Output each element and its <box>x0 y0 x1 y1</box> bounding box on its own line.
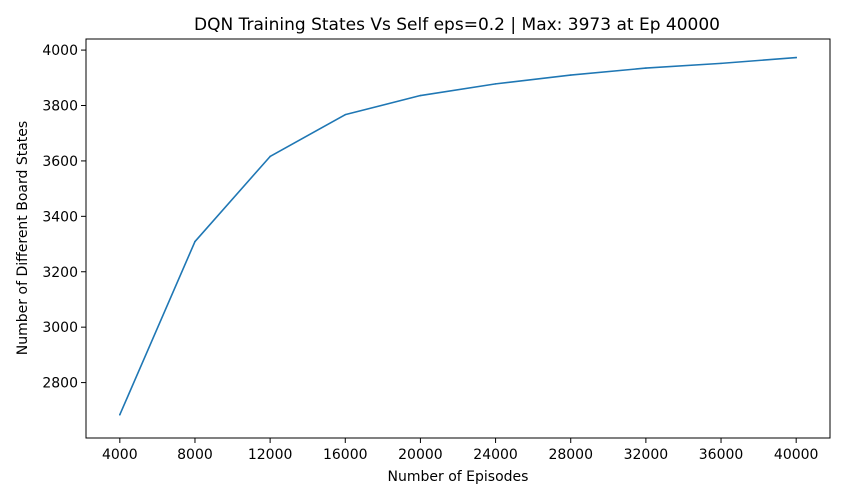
y-tick-label: 3000 <box>42 320 78 336</box>
y-tick-label: 3600 <box>42 154 78 170</box>
y-tick-label: 3400 <box>42 209 78 225</box>
data-point <box>720 62 722 65</box>
data-point <box>494 83 497 85</box>
plot-area-frame <box>85 38 831 439</box>
y-tick-label: 2800 <box>42 376 78 392</box>
x-tick-label: 16000 <box>323 447 368 463</box>
data-point <box>569 74 572 76</box>
data-point <box>645 67 647 69</box>
y-tick-label: 4000 <box>42 43 78 59</box>
series-layer <box>119 56 797 416</box>
x-tick-label: 28000 <box>548 447 593 463</box>
series-line-0 <box>119 56 797 416</box>
data-point <box>795 56 797 59</box>
x-tick-label: 32000 <box>624 447 669 463</box>
x-tick-label: 20000 <box>398 447 443 463</box>
data-point <box>419 94 422 97</box>
chart-title: DQN Training States Vs Self eps=0.2 | Ma… <box>194 15 720 35</box>
data-point <box>269 155 271 158</box>
x-tick-label: 40000 <box>774 447 819 463</box>
x-tick-label: 36000 <box>699 447 744 463</box>
y-axis-label: Number of Different Board States <box>15 121 31 355</box>
x-tick-label: 24000 <box>473 447 518 463</box>
data-point <box>194 240 196 243</box>
x-axis-label: Number of Episodes <box>388 469 529 485</box>
x-tick-label: 12000 <box>248 447 293 463</box>
y-tick-label: 3800 <box>42 99 78 115</box>
x-tick-label: 4000 <box>102 447 138 463</box>
x-axis: 4000 8000 12000 16000 20000 24000 28000 32000 36… <box>102 438 818 463</box>
x-tick-label: 8000 <box>177 447 213 463</box>
data-point <box>119 413 121 416</box>
data-point <box>344 113 347 116</box>
y-axis: 2800 3000 3200 3400 3600 3800 4000 <box>42 43 86 392</box>
y-tick-label: 3200 <box>42 265 78 281</box>
